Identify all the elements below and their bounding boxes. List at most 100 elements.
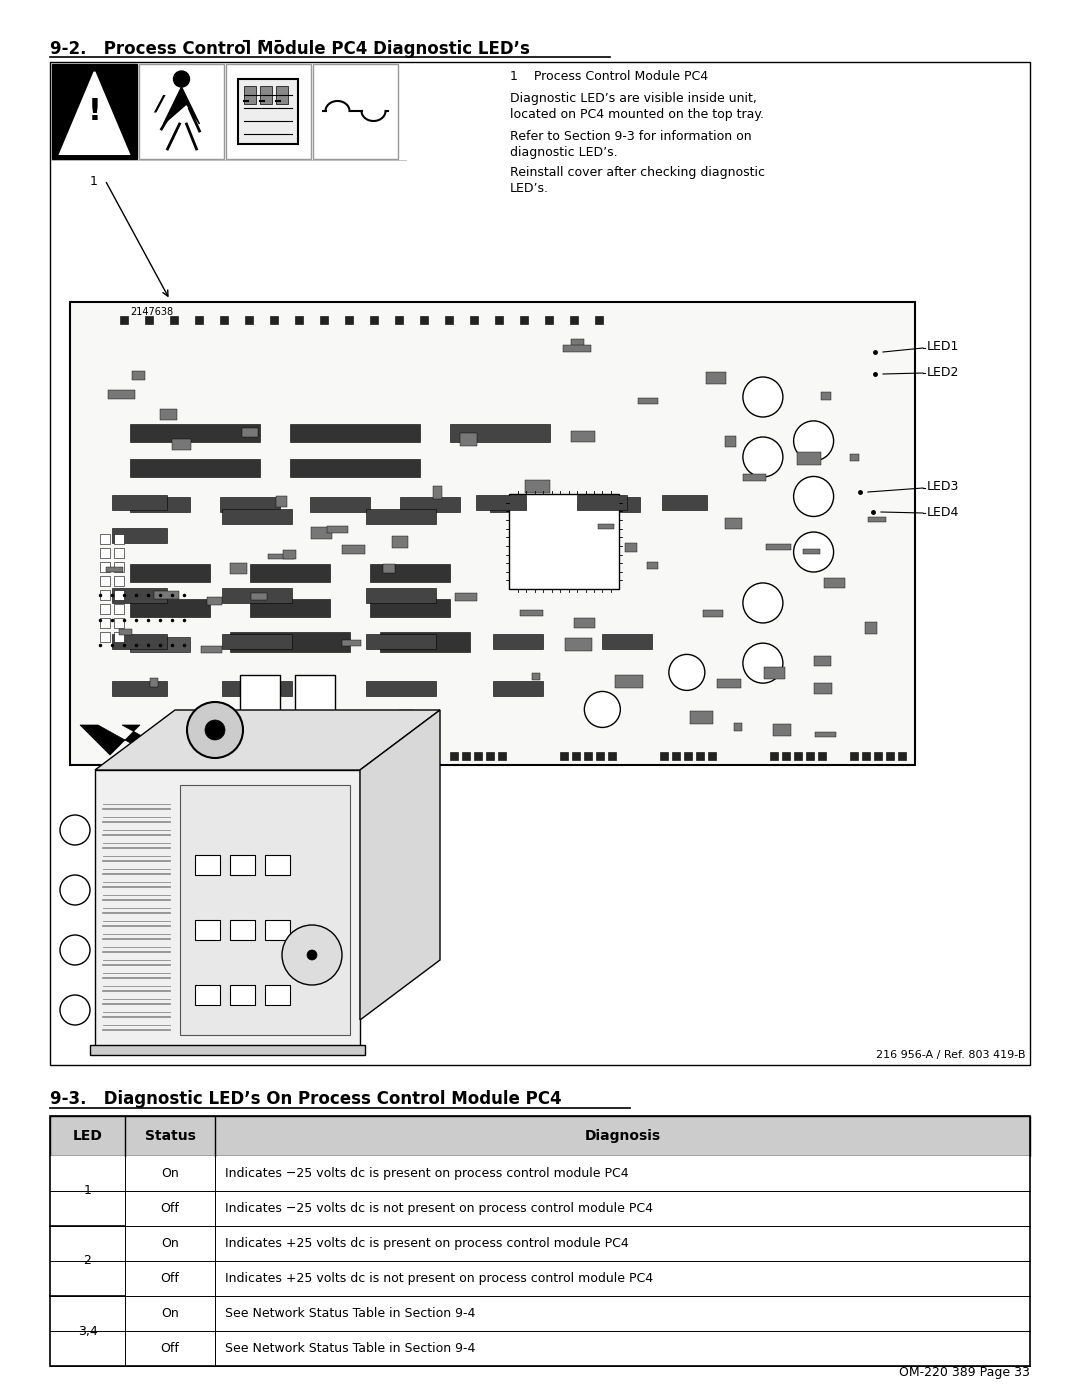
Bar bbox=[265, 985, 291, 1004]
Bar bbox=[726, 436, 737, 447]
Bar bbox=[577, 496, 627, 510]
Text: Diagnosis: Diagnosis bbox=[584, 1129, 661, 1143]
Bar bbox=[492, 680, 542, 696]
Text: 9-2.   Process Control Module PC4 Diagnostic LED’s: 9-2. Process Control Module PC4 Diagnost… bbox=[50, 41, 530, 59]
Bar bbox=[603, 634, 652, 650]
Bar bbox=[342, 545, 365, 555]
Text: 1: 1 bbox=[83, 1185, 92, 1197]
Bar bbox=[130, 599, 210, 617]
Bar bbox=[260, 87, 272, 103]
Bar bbox=[897, 752, 906, 760]
Bar bbox=[130, 564, 210, 583]
Bar bbox=[137, 752, 145, 760]
Bar bbox=[295, 675, 335, 731]
Bar bbox=[486, 752, 494, 760]
Bar bbox=[150, 678, 159, 687]
Bar bbox=[108, 390, 135, 398]
Bar bbox=[195, 985, 220, 1004]
Bar bbox=[130, 460, 260, 476]
Bar bbox=[249, 564, 330, 583]
Bar bbox=[865, 622, 877, 634]
Bar bbox=[100, 534, 110, 543]
Bar bbox=[252, 594, 267, 601]
Bar bbox=[886, 752, 894, 760]
Circle shape bbox=[174, 71, 189, 87]
Bar bbox=[50, 61, 1030, 1065]
Bar bbox=[90, 1045, 365, 1055]
Bar bbox=[244, 87, 256, 103]
Bar bbox=[380, 631, 470, 652]
Text: LED3: LED3 bbox=[927, 481, 959, 493]
Bar bbox=[291, 425, 420, 441]
Bar bbox=[145, 316, 153, 324]
Bar bbox=[275, 496, 287, 507]
Bar bbox=[370, 599, 450, 617]
Text: Off: Off bbox=[161, 1343, 179, 1355]
Bar bbox=[433, 486, 442, 499]
Text: located on PC4 mounted on the top tray.: located on PC4 mounted on the top tray. bbox=[510, 108, 764, 122]
Text: LED: LED bbox=[72, 1129, 103, 1143]
Bar bbox=[764, 668, 785, 679]
Bar bbox=[797, 453, 821, 465]
Text: 3,4: 3,4 bbox=[78, 1324, 97, 1337]
Bar bbox=[821, 391, 832, 400]
Bar bbox=[173, 440, 191, 450]
Bar bbox=[327, 525, 348, 532]
Bar bbox=[734, 724, 742, 731]
Text: On: On bbox=[161, 1166, 179, 1180]
Bar bbox=[245, 316, 253, 324]
Text: Indicates −25 volts dc is present on process control module PC4: Indicates −25 volts dc is present on pro… bbox=[225, 1166, 629, 1180]
Polygon shape bbox=[95, 770, 360, 1051]
Bar bbox=[608, 752, 616, 760]
Bar bbox=[238, 80, 298, 144]
Bar bbox=[813, 683, 832, 694]
Circle shape bbox=[307, 950, 318, 960]
Bar bbox=[343, 752, 351, 760]
Bar bbox=[100, 617, 110, 629]
Bar bbox=[595, 316, 603, 324]
Bar bbox=[366, 680, 435, 696]
Bar bbox=[240, 675, 280, 731]
Bar bbox=[716, 679, 741, 689]
Bar bbox=[571, 430, 595, 441]
Bar bbox=[766, 545, 791, 550]
Bar bbox=[50, 1261, 1030, 1296]
Bar bbox=[850, 454, 859, 461]
Text: diagnostic LED’s.: diagnostic LED’s. bbox=[510, 147, 618, 159]
Bar bbox=[291, 460, 420, 476]
Bar bbox=[222, 510, 292, 524]
Bar bbox=[450, 425, 550, 441]
Text: Status: Status bbox=[145, 1129, 195, 1143]
Text: /: / bbox=[156, 94, 163, 115]
Bar bbox=[161, 752, 168, 760]
Bar bbox=[366, 588, 435, 604]
Circle shape bbox=[60, 995, 90, 1025]
Bar bbox=[598, 524, 615, 529]
Bar bbox=[70, 302, 915, 766]
Bar bbox=[474, 752, 482, 760]
Text: Refer to Section 9-3 for information on: Refer to Section 9-3 for information on bbox=[510, 130, 752, 142]
Bar bbox=[230, 921, 255, 940]
Bar bbox=[492, 634, 542, 650]
Bar bbox=[525, 481, 550, 493]
Bar bbox=[460, 433, 476, 446]
Bar bbox=[139, 64, 224, 159]
Bar bbox=[661, 496, 706, 510]
Bar bbox=[180, 785, 350, 1035]
Bar bbox=[647, 562, 658, 570]
Bar bbox=[400, 497, 460, 511]
Bar bbox=[824, 578, 846, 588]
Bar bbox=[114, 604, 124, 615]
Text: Indicates −25 volts dc is not present on process control module PC4: Indicates −25 volts dc is not present on… bbox=[225, 1201, 653, 1215]
Bar bbox=[616, 675, 643, 687]
Bar bbox=[519, 316, 528, 324]
Bar bbox=[490, 497, 550, 511]
Bar bbox=[794, 752, 802, 760]
Text: LED4: LED4 bbox=[927, 506, 959, 518]
Circle shape bbox=[60, 814, 90, 845]
Bar bbox=[813, 655, 831, 666]
Bar bbox=[561, 752, 568, 760]
Bar bbox=[195, 316, 203, 324]
Bar bbox=[310, 497, 370, 511]
Bar bbox=[366, 510, 435, 524]
